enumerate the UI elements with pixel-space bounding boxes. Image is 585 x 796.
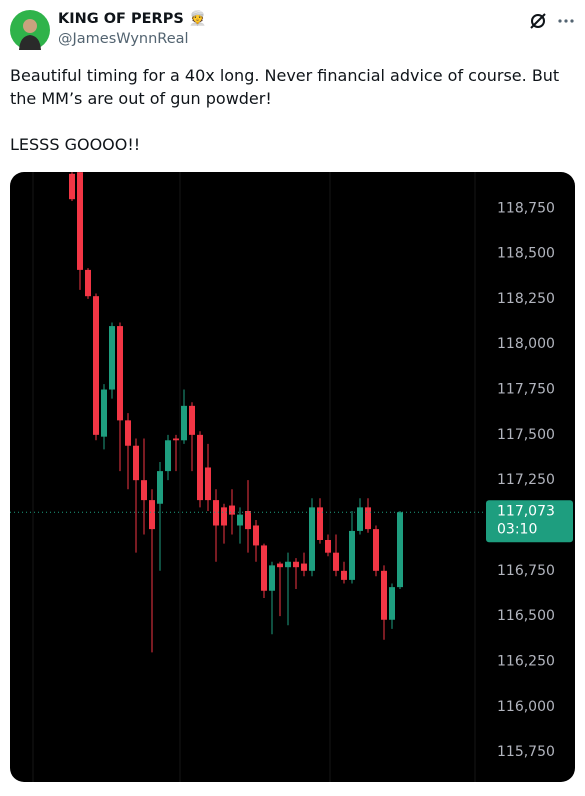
candle-body bbox=[349, 530, 355, 580]
y-tick-label: 118,000 bbox=[497, 336, 555, 352]
candle-body bbox=[109, 326, 115, 390]
candle-body bbox=[85, 269, 91, 297]
candle-body bbox=[333, 552, 339, 571]
candle-body bbox=[197, 434, 203, 501]
y-tick-label: 116,500 bbox=[497, 608, 555, 624]
last-price-label: 117,073 bbox=[497, 503, 555, 519]
chart-background bbox=[10, 172, 575, 782]
candle-body bbox=[261, 545, 267, 591]
paragraph: Beautiful timing for a 40x long. Never f… bbox=[10, 66, 560, 108]
last-price-box bbox=[486, 500, 573, 543]
candle-body bbox=[125, 420, 131, 446]
avatar-face bbox=[23, 19, 37, 33]
candle-body bbox=[309, 507, 315, 571]
candle-body bbox=[285, 561, 291, 568]
candle-body bbox=[189, 405, 195, 435]
candle-body bbox=[277, 563, 283, 568]
paragraph: LESSS GOOOO!! bbox=[10, 135, 141, 154]
grok-icon[interactable] bbox=[530, 13, 546, 29]
candle-body bbox=[269, 565, 275, 591]
chart-area: 118,750 118,500 118,250 118,000 117,750 117,5… bbox=[10, 172, 575, 782]
candle-body bbox=[317, 507, 323, 540]
candle-body bbox=[77, 172, 83, 270]
y-tick-label: 116,250 bbox=[497, 653, 555, 669]
y-tick-label: 118,750 bbox=[497, 200, 555, 216]
more-icon[interactable] bbox=[558, 19, 574, 23]
candle-body bbox=[253, 525, 259, 546]
handle[interactable]: @JamesWynnReal bbox=[58, 31, 189, 47]
display-name[interactable]: KING OF PERPS 👳 bbox=[58, 11, 207, 27]
candle-body bbox=[301, 563, 307, 571]
candle-body bbox=[149, 500, 155, 530]
chart[interactable]: 118,750 118,500 118,250 118,000 117,750 117,5… bbox=[10, 172, 576, 783]
y-tick-label: 118,250 bbox=[497, 291, 555, 307]
candle-body bbox=[325, 539, 331, 553]
candle-body bbox=[237, 514, 243, 526]
candle-body bbox=[173, 438, 179, 441]
countdown: 03:10 bbox=[497, 521, 537, 537]
candle-body bbox=[133, 445, 139, 481]
candle-body bbox=[341, 570, 347, 580]
candle-body bbox=[221, 507, 227, 526]
candle-body bbox=[397, 512, 403, 588]
candle-body bbox=[141, 480, 147, 501]
y-tick-label: 117,250 bbox=[497, 472, 555, 488]
avatar-figure bbox=[19, 35, 41, 50]
candle-body bbox=[365, 507, 371, 530]
candle-body bbox=[373, 529, 379, 571]
y-tick-label: 116,750 bbox=[497, 563, 555, 579]
candle-body bbox=[93, 296, 99, 435]
candle-body bbox=[157, 471, 163, 504]
candle-body bbox=[389, 587, 395, 620]
y-tick-label: 117,500 bbox=[497, 427, 555, 443]
candle-body bbox=[213, 500, 219, 526]
candle-body bbox=[293, 561, 299, 568]
candle-body bbox=[357, 507, 363, 531]
y-tick-label: 117,750 bbox=[497, 382, 555, 398]
candle-body bbox=[205, 467, 211, 501]
candle-body bbox=[381, 570, 387, 620]
y-tick-label: 116,000 bbox=[497, 699, 555, 715]
candle-body bbox=[229, 505, 235, 515]
candle-body bbox=[245, 510, 251, 530]
header-icons bbox=[10, 10, 574, 50]
tweet-text: Beautiful timing for a 40x long. Never f… bbox=[10, 64, 575, 179]
y-tick-label: 115,750 bbox=[497, 744, 555, 760]
candle-body bbox=[101, 389, 107, 437]
candle-body bbox=[69, 173, 75, 200]
candle-body bbox=[165, 440, 171, 472]
y-tick-label: 118,500 bbox=[497, 246, 555, 262]
candle-body bbox=[117, 326, 123, 421]
candle-body bbox=[181, 405, 187, 441]
